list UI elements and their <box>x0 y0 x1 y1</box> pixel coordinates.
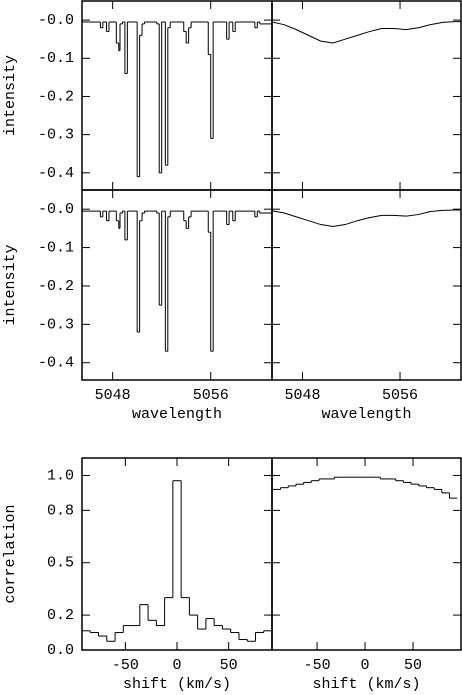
y-tick-label: 1.0 <box>47 467 74 484</box>
y-axis-label: intensity <box>2 55 19 136</box>
y-tick-label: 0.5 <box>47 555 74 572</box>
y-tick-label: -0.0 <box>38 12 74 29</box>
y-tick-label: -0.1 <box>38 240 74 257</box>
x-tick-label: 0 <box>172 657 181 674</box>
x-tick-label: 50 <box>220 657 238 674</box>
y-tick-label: -0.3 <box>38 127 74 144</box>
y-tick-label: 0.8 <box>47 502 74 519</box>
spectrum-line <box>271 209 461 227</box>
x-tick-label: 5056 <box>382 387 418 404</box>
axes-frame <box>271 0 462 191</box>
spectrum-line <box>271 21 461 44</box>
step-riser <box>99 22 273 177</box>
y-axis-label: intensity <box>2 244 19 325</box>
x-axis-label: wavelength <box>132 406 222 423</box>
x-tick-label: 50 <box>404 657 422 674</box>
y-tick-label: -0.2 <box>38 278 74 295</box>
y-tick-label: -0.3 <box>38 316 74 333</box>
y-tick-label: -0.0 <box>38 201 74 218</box>
x-axis-label: shift (km/s) <box>123 676 231 693</box>
y-axis-label: correlation <box>2 504 19 603</box>
y-tick-label: -0.1 <box>38 50 74 67</box>
y-tick-label: -0.4 <box>38 355 74 372</box>
histogram-riser <box>89 480 265 642</box>
x-axis-label: shift (km/s) <box>312 676 420 693</box>
x-tick-label: 5048 <box>284 387 320 404</box>
y-tick-label: 0.2 <box>47 607 74 624</box>
x-axis-label: wavelength <box>321 406 411 423</box>
y-tick-label: -0.2 <box>38 88 74 105</box>
axes-frame <box>81 189 273 381</box>
x-tick-label: 5056 <box>193 387 229 404</box>
x-tick-label: -50 <box>304 657 331 674</box>
x-tick-label: 0 <box>361 657 370 674</box>
y-tick-label: -0.4 <box>38 165 74 182</box>
histogram-riser <box>280 477 450 499</box>
axes-frame <box>271 457 462 651</box>
axes-frame <box>81 0 273 191</box>
x-tick-label: 5048 <box>95 387 131 404</box>
x-tick-label: -50 <box>112 657 139 674</box>
axes-frame <box>271 189 462 381</box>
axes-frame <box>81 457 273 651</box>
y-tick-label: 0.0 <box>47 642 74 659</box>
step-riser <box>99 211 273 352</box>
